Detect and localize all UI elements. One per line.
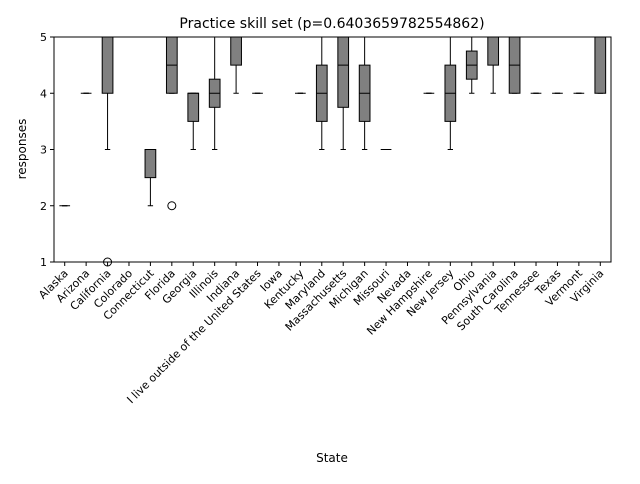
- box-9: [230, 36, 242, 94]
- x-axis-label: State: [316, 451, 348, 465]
- box-5: [144, 149, 157, 207]
- box-21: [487, 36, 500, 94]
- box-19: [444, 36, 457, 150]
- y-tick-label: 1: [40, 256, 47, 269]
- box-22: [508, 36, 521, 94]
- box-7: [187, 92, 200, 150]
- y-axis-label: responses: [15, 119, 29, 180]
- box-body: [144, 149, 157, 179]
- box-26: [594, 36, 607, 94]
- y-tick-label: 5: [40, 31, 47, 44]
- box-body: [230, 36, 242, 66]
- box-body: [187, 92, 200, 122]
- chart-title: Practice skill set (p=0.6403659782554862…: [179, 16, 484, 32]
- box-body: [337, 36, 350, 108]
- box-3: [101, 36, 114, 267]
- plot-frame: [53, 36, 612, 263]
- y-tick-label: 2: [40, 200, 47, 213]
- box-14: [337, 36, 350, 150]
- outlier-point: [167, 201, 177, 211]
- box-20: [465, 36, 478, 94]
- y-tick-label: 3: [40, 144, 47, 157]
- box-15: [358, 36, 371, 150]
- box-body: [487, 36, 500, 66]
- box-13: [315, 36, 328, 150]
- box-6: [165, 36, 178, 211]
- box-8: [208, 36, 221, 150]
- box-body: [101, 36, 114, 94]
- plot-area: [59, 36, 607, 267]
- box-body: [594, 36, 607, 94]
- y-tick-label: 4: [40, 87, 47, 100]
